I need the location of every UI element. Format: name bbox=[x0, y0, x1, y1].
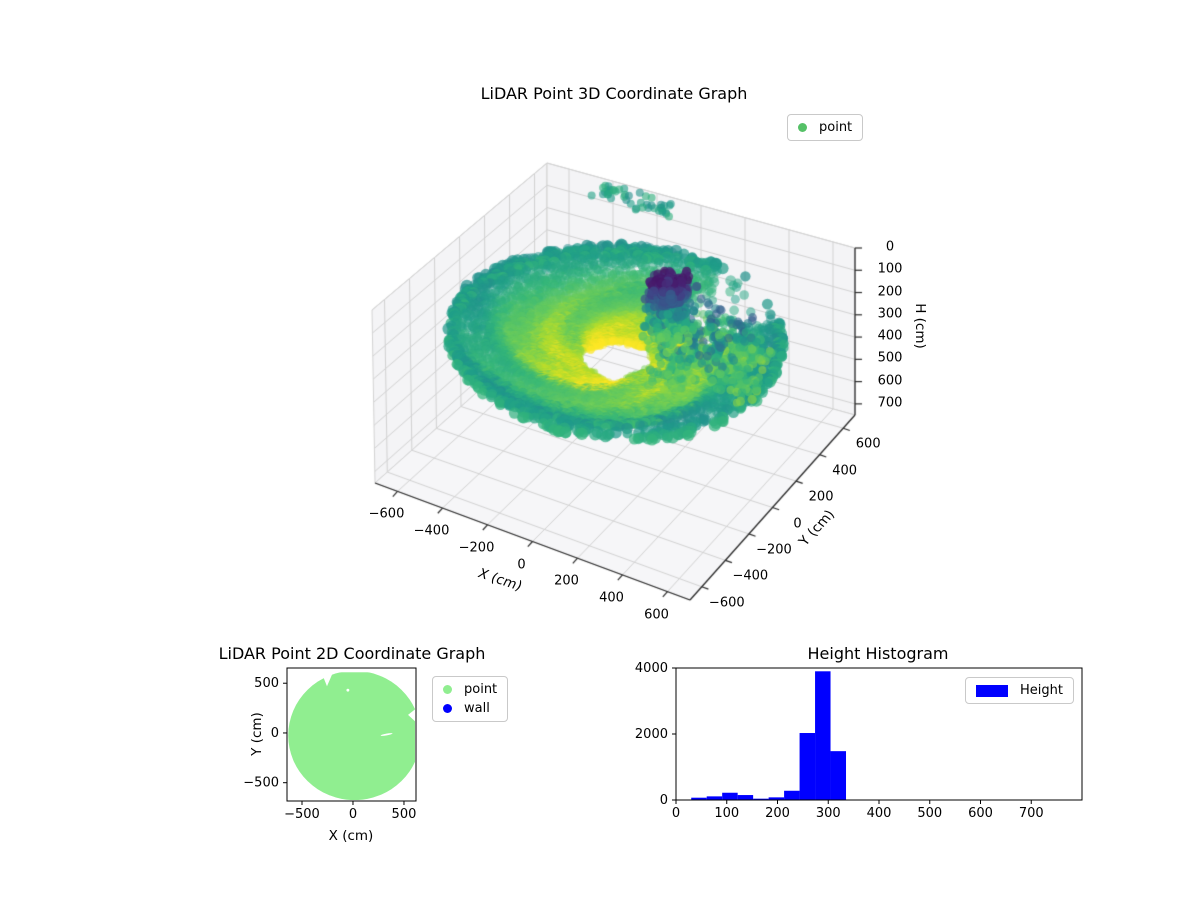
histogram-bar bbox=[691, 797, 707, 800]
histogram-bar bbox=[737, 795, 754, 800]
plot2d-y-tick-label: −500 bbox=[243, 776, 279, 791]
height-swatch-icon bbox=[976, 684, 1008, 697]
blob-wedge bbox=[408, 709, 415, 722]
histogram-y-tick-label: 2000 bbox=[635, 727, 668, 742]
plot3d-y-tick-label: −200 bbox=[756, 542, 792, 558]
plot3d-x-tick-label: −200 bbox=[458, 540, 495, 556]
point-cloud-blob bbox=[288, 670, 415, 800]
plot3d-x-tick-label: 400 bbox=[599, 590, 624, 606]
point-marker-icon bbox=[443, 685, 452, 694]
plot3d-z-tick-label: 100 bbox=[877, 261, 903, 277]
plot2d-title: LiDAR Point 2D Coordinate Graph bbox=[218, 644, 486, 663]
histogram-x-tick-label: 300 bbox=[816, 806, 841, 821]
legend-label-wall: wall bbox=[464, 701, 490, 716]
histogram-bar bbox=[706, 796, 723, 800]
plot3d-x-tick-label: −600 bbox=[368, 506, 405, 522]
plot3d-x-tick-label: 0 bbox=[517, 557, 526, 572]
plot3d-z-tick-label: 600 bbox=[877, 373, 903, 389]
plot3d-z-tick-label: 500 bbox=[877, 350, 903, 366]
plot3d-x-tick-label: 200 bbox=[554, 573, 579, 589]
plot3d-title: LiDAR Point 3D Coordinate Graph bbox=[480, 84, 748, 103]
histogram-x-tick-label: 0 bbox=[672, 806, 680, 821]
plot3d-z-tick-label: 400 bbox=[877, 328, 903, 344]
plot3d-y-tick-label: −600 bbox=[708, 595, 745, 611]
plot2d-xaxis-label: X (cm) bbox=[328, 828, 374, 844]
point-marker-icon bbox=[798, 123, 807, 132]
legend-row-height: Height bbox=[976, 683, 1063, 698]
histogram-axes: 0 100 200 300 400 500 600 700 0 2000 4000 bbox=[635, 661, 1083, 821]
blob-hole bbox=[346, 688, 350, 692]
plot3d-y-tick-label: 600 bbox=[855, 436, 881, 452]
plot3d-y-tick-label: −400 bbox=[732, 568, 769, 584]
plot2d-y-tick-label: 0 bbox=[271, 726, 279, 741]
histogram-x-tick-label: 200 bbox=[765, 806, 790, 821]
legend-label-height: Height bbox=[1020, 683, 1063, 698]
plot3d-legend: point bbox=[787, 114, 864, 141]
legend-row-point: point bbox=[798, 120, 852, 135]
plot3d-y-tick-label: 0 bbox=[793, 516, 802, 531]
histogram-y-tick-label: 0 bbox=[660, 793, 668, 808]
histogram-legend: Height bbox=[965, 677, 1074, 704]
plot2d-y-tick-label: 500 bbox=[254, 676, 279, 691]
wall-marker-icon bbox=[443, 704, 452, 713]
histogram-x-tick-label: 400 bbox=[867, 806, 892, 821]
histogram-x-tick-label: 700 bbox=[1019, 806, 1044, 821]
legend-row-point: point bbox=[443, 682, 497, 697]
blob-streak bbox=[380, 733, 393, 736]
plot2d-x-tick-label: 500 bbox=[392, 807, 417, 822]
histogram-bar bbox=[784, 790, 800, 800]
histogram-frame bbox=[675, 667, 1083, 801]
histogram-title: Height Histogram bbox=[807, 644, 949, 663]
histogram-bar bbox=[799, 733, 816, 800]
legend-label-point: point bbox=[819, 120, 853, 135]
plot3d-z-tick-label: 300 bbox=[877, 306, 903, 322]
plot2d-frame bbox=[286, 667, 417, 802]
histogram-x-tick-label: 500 bbox=[917, 806, 942, 821]
plot3d-z-tick-label: 200 bbox=[877, 284, 903, 300]
histogram-bar bbox=[830, 751, 847, 800]
plot3d-y-tick-label: 200 bbox=[808, 489, 834, 505]
plot2d-x-tick-label: −500 bbox=[284, 807, 320, 822]
plot2d-axes: −500 0 500 500 0 −500 bbox=[243, 667, 417, 822]
histogram-bar bbox=[768, 797, 785, 800]
histogram-bar bbox=[722, 792, 738, 800]
plot2d-x-tick-label: 0 bbox=[349, 807, 357, 822]
histogram-bar bbox=[815, 671, 831, 800]
histogram-x-tick-label: 600 bbox=[968, 806, 993, 821]
plot2d-legend: point wall bbox=[432, 676, 509, 722]
histogram-x-tick-label: 100 bbox=[714, 806, 739, 821]
legend-label-point: point bbox=[464, 682, 498, 697]
histogram-bar bbox=[753, 798, 769, 800]
histogram-y-tick-label: 4000 bbox=[635, 661, 668, 676]
plot3d-x-tick-label: 600 bbox=[644, 607, 669, 623]
plot3d-y-tick-label: 400 bbox=[832, 463, 858, 479]
legend-row-wall: wall bbox=[443, 701, 497, 716]
plot3d-x-tick-label: −400 bbox=[413, 523, 450, 539]
plot3d-z-tick-label: 0 bbox=[885, 239, 895, 255]
plot3d-z-tick-label: 700 bbox=[877, 395, 903, 411]
blob-notch bbox=[321, 672, 334, 687]
